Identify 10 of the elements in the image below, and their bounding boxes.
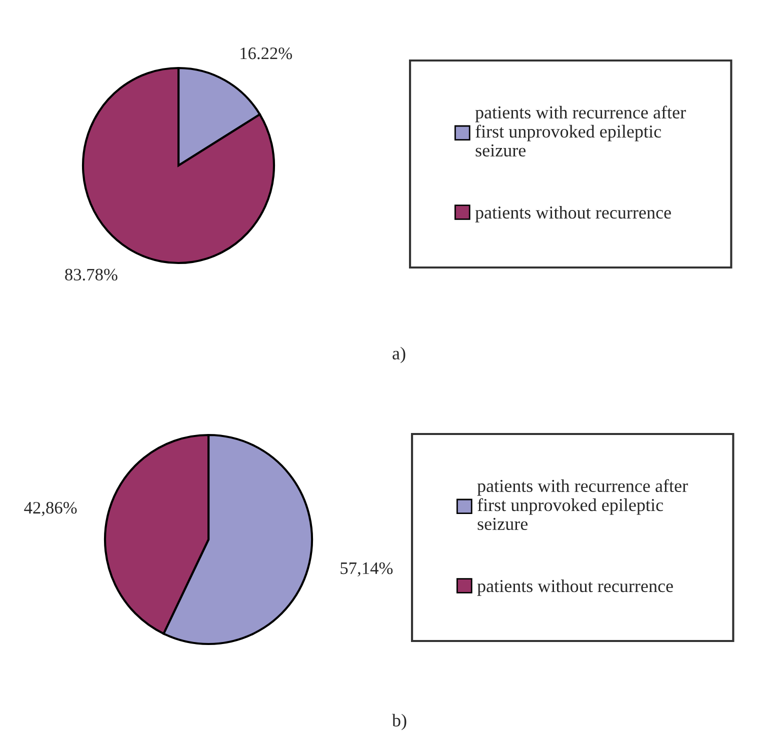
data-label: 16.22% bbox=[240, 47, 292, 60]
legend-label: patients with recurrence after first unprovoked epileptic seizure bbox=[475, 106, 686, 157]
legend-label: patients with recurrence after first unprovoked epileptic seizure bbox=[477, 479, 688, 530]
text: a) bbox=[392, 346, 406, 364]
data-label: 57,14% bbox=[340, 562, 393, 577]
legend-label: patients without recurrence bbox=[477, 579, 673, 596]
legend-label: patients without recurrence bbox=[475, 206, 671, 222]
data-label: 42,86% bbox=[24, 502, 77, 516]
text: b) bbox=[392, 714, 406, 730]
data-label: 83.78% bbox=[65, 268, 118, 281]
